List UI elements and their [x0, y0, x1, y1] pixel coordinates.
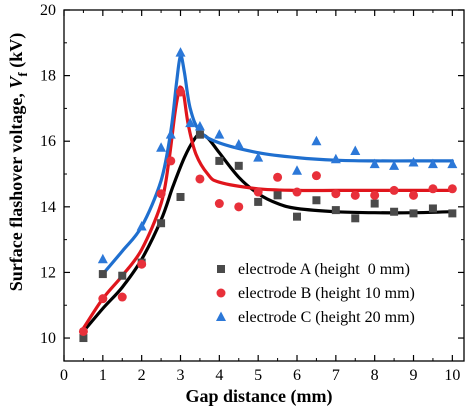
data-point-electrode-a — [176, 192, 185, 201]
y-tick-label: 10 — [40, 330, 56, 347]
data-point-electrode-c — [156, 142, 167, 152]
data-point-electrode-c — [389, 160, 400, 170]
data-point-electrode-b — [292, 187, 302, 197]
data-point-electrode-a — [370, 199, 379, 208]
x-tick-label: 10 — [444, 367, 460, 384]
data-point-electrode-c — [292, 165, 303, 175]
data-point-electrode-a — [254, 197, 263, 206]
y-tick-label: 12 — [40, 264, 56, 281]
y-tick-label: 14 — [40, 199, 56, 216]
data-point-electrode-a — [234, 161, 243, 170]
y-axis-title-main: Surface flashover voltage, — [6, 89, 26, 292]
data-point-electrode-b — [273, 172, 283, 182]
data-point-electrode-b — [370, 190, 380, 200]
data-point-electrode-b — [156, 189, 166, 199]
data-point-electrode-b — [195, 174, 205, 184]
data-point-electrode-a — [98, 270, 107, 279]
data-point-electrode-c — [175, 47, 186, 57]
data-point-electrode-b — [117, 292, 127, 302]
x-tick-label: 7 — [332, 367, 340, 384]
data-point-electrode-c — [185, 117, 196, 128]
data-point-electrode-b — [447, 184, 457, 194]
legend-label-electrode-c: electrode C (height 20 mm) — [238, 309, 415, 326]
data-point-electrode-c — [253, 152, 264, 162]
data-point-electrode-b — [409, 190, 419, 200]
legend: electrode A (height 0 mm) electrode B (he… — [216, 261, 415, 326]
plot-frame — [63, 9, 465, 362]
y-tick-label: 18 — [40, 68, 56, 85]
data-point-electrode-c — [165, 129, 176, 139]
data-point-electrode-c — [447, 158, 458, 169]
data-point-electrode-b — [98, 294, 108, 304]
x-tick-label: 1 — [99, 367, 107, 384]
data-point-electrode-a — [273, 191, 282, 200]
x-tick-label: 8 — [371, 367, 379, 384]
data-point-electrode-c — [194, 120, 205, 131]
x-tick-label: 0 — [60, 367, 68, 384]
data-point-electrode-b — [166, 156, 176, 166]
data-point-electrode-a — [409, 209, 418, 218]
y-tick-label: 20 — [40, 2, 56, 19]
data-point-electrode-c — [330, 153, 341, 164]
data-point-electrode-a — [312, 196, 321, 205]
data-point-electrode-b — [137, 259, 147, 269]
x-tick-label: 9 — [410, 367, 418, 384]
data-point-electrode-b — [311, 171, 321, 181]
y-tick-label: 16 — [40, 133, 56, 150]
y-axis-title-unit: (kV) — [6, 33, 27, 73]
x-tick-label: 3 — [177, 367, 185, 384]
data-point-electrode-b — [234, 202, 244, 212]
data-point-electrode-c — [350, 145, 361, 156]
y-axis-title-var: V — [6, 75, 26, 89]
legend-marker-electrode-b — [216, 288, 226, 298]
legend-marker-electrode-c — [216, 311, 226, 321]
data-point-electrode-a — [79, 334, 88, 343]
fit-line-electrode-b — [81, 85, 454, 330]
data-point-electrode-c — [427, 158, 438, 169]
data-point-electrode-a — [390, 207, 399, 216]
x-axis-title: Gap distance (mm) — [186, 386, 333, 407]
data-point-electrode-c — [311, 135, 322, 146]
data-point-electrode-b — [214, 199, 224, 209]
y-axis-title-sub: f — [15, 72, 30, 77]
data-point-electrode-a — [448, 209, 457, 218]
data-point-electrode-c — [214, 129, 225, 139]
data-point-electrode-a — [118, 271, 127, 280]
data-point-electrode-b — [176, 87, 186, 97]
data-point-electrode-c — [136, 221, 147, 231]
data-point-electrode-a — [293, 212, 302, 221]
data-point-electrode-a — [157, 219, 166, 228]
legend-marker-electrode-a — [217, 265, 225, 273]
data-point-electrode-a — [215, 156, 224, 165]
legend-label-electrode-b: electrode B (height 10 mm) — [238, 285, 415, 302]
data-point-electrode-b — [428, 184, 438, 194]
data-point-electrode-a — [351, 214, 360, 223]
x-tick-label: 6 — [293, 367, 301, 384]
data-point-electrode-c — [408, 157, 419, 167]
data-point-electrode-b — [331, 189, 341, 199]
data-point-electrode-a — [195, 130, 204, 139]
fit-line-electrode-c — [101, 54, 454, 276]
legend-label-electrode-a: electrode A (height 0 mm) — [238, 261, 410, 278]
data-point-electrode-b — [78, 326, 88, 336]
x-tick-label: 4 — [215, 367, 223, 384]
x-tick-label: 5 — [254, 367, 262, 384]
data-point-electrode-b — [389, 185, 399, 195]
plot-border — [63, 9, 465, 362]
data-point-electrode-c — [97, 253, 108, 264]
data-point-electrode-b — [253, 187, 263, 197]
data-point-electrode-c — [233, 138, 244, 149]
data-point-electrode-a — [428, 204, 437, 213]
data-point-electrode-b — [350, 190, 360, 200]
data-point-electrode-c — [369, 158, 380, 169]
data-markers — [78, 47, 458, 343]
y-axis-title: Surface flashover voltage, Vf (kV) — [6, 33, 30, 292]
x-tick-label: 2 — [138, 367, 146, 384]
data-point-electrode-a — [331, 206, 340, 215]
